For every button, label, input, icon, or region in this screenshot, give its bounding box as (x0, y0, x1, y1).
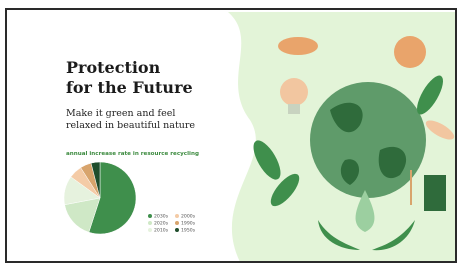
legend-label: 1990s (181, 221, 196, 227)
legend-label: 2030s (154, 214, 169, 220)
legend-label: 2000s (181, 214, 196, 220)
legend-swatch (175, 214, 179, 218)
legend-swatch (175, 228, 179, 232)
subtitle-line: Make it green and feel (66, 108, 175, 119)
title-line: Protection (66, 58, 161, 77)
slide: Protection for the Future Make it green … (0, 0, 464, 273)
legend-swatch (148, 221, 152, 225)
legend-swatch (175, 221, 179, 225)
legend-swatch (148, 228, 152, 232)
legend-label: 2010s (154, 228, 169, 234)
chart-title: annual increase rate in resource recycli… (66, 151, 199, 157)
subtitle-line: relaxed in beautiful nature (66, 120, 195, 131)
legend-label: 2020s (154, 221, 169, 227)
legend-swatch (148, 214, 152, 218)
legend-label: 1950s (181, 228, 196, 234)
title-line: for the Future (66, 78, 193, 97)
